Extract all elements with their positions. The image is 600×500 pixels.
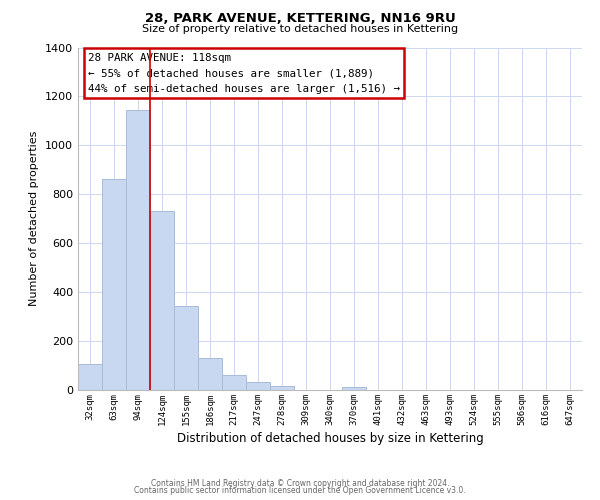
Bar: [222, 375, 246, 390]
Bar: [342, 387, 366, 390]
Text: Size of property relative to detached houses in Kettering: Size of property relative to detached ho…: [142, 24, 458, 34]
Bar: [102, 179, 126, 390]
Text: 28 PARK AVENUE: 118sqm
← 55% of detached houses are smaller (1,889)
44% of semi-: 28 PARK AVENUE: 118sqm ← 55% of detached…: [88, 52, 400, 94]
Text: Contains public sector information licensed under the Open Government Licence v3: Contains public sector information licen…: [134, 486, 466, 495]
Bar: [150, 212, 174, 390]
Bar: [174, 306, 198, 390]
Bar: [198, 358, 222, 390]
Bar: [78, 364, 102, 390]
Text: 28, PARK AVENUE, KETTERING, NN16 9RU: 28, PARK AVENUE, KETTERING, NN16 9RU: [145, 12, 455, 26]
Bar: [270, 386, 294, 390]
X-axis label: Distribution of detached houses by size in Kettering: Distribution of detached houses by size …: [176, 432, 484, 445]
Y-axis label: Number of detached properties: Number of detached properties: [29, 131, 40, 306]
Bar: [126, 110, 150, 390]
Text: Contains HM Land Registry data © Crown copyright and database right 2024.: Contains HM Land Registry data © Crown c…: [151, 478, 449, 488]
Bar: [246, 382, 270, 390]
